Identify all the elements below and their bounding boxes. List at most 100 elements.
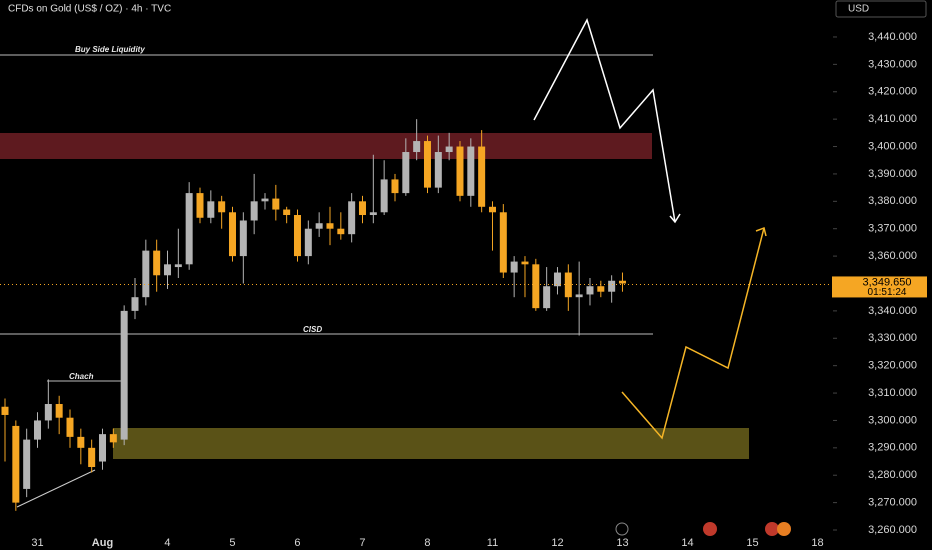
x-tick-label: 18	[811, 537, 823, 549]
candle-body	[380, 179, 388, 213]
candle-body	[326, 223, 334, 229]
candle-body	[608, 280, 616, 292]
candle-body	[1, 406, 9, 415]
x-tick-label: 31	[31, 537, 43, 549]
x-tick-label: 13	[616, 537, 628, 549]
candle-body	[196, 193, 204, 218]
x-tick-label: 7	[359, 537, 365, 549]
y-tick-label: 3,340.000	[868, 305, 917, 317]
y-tick-label: 3,330.000	[868, 332, 917, 344]
candle-body	[109, 434, 117, 443]
x-tick-label: Aug	[92, 537, 113, 549]
candles	[1, 119, 626, 511]
candle-body	[456, 146, 464, 196]
y-tick-label: 3,290.000	[868, 442, 917, 454]
candle-body	[142, 250, 150, 298]
candle-body	[174, 264, 182, 268]
candle-body	[304, 228, 312, 257]
arrow-head	[669, 213, 681, 224]
candle-body	[337, 228, 345, 235]
candle-body	[293, 215, 301, 257]
candle-body	[66, 417, 74, 437]
price-label-box	[832, 276, 927, 298]
demand-zone	[113, 428, 749, 459]
event-icon[interactable]	[777, 522, 791, 536]
candle-body	[553, 272, 561, 287]
candle-body	[445, 146, 453, 153]
supply-zone	[0, 133, 652, 159]
x-tick-label: 14	[681, 537, 693, 549]
y-tick-label: 3,360.000	[868, 250, 917, 262]
candle-body	[131, 297, 139, 311]
candle-body	[77, 436, 85, 448]
annotation: CISD	[303, 325, 322, 334]
candle-body	[33, 420, 41, 440]
candle-body	[358, 201, 366, 216]
x-tick-label: 6	[294, 537, 300, 549]
y-tick-label: 3,320.000	[868, 360, 917, 372]
candle-body	[423, 141, 431, 188]
candle-body	[153, 250, 161, 276]
candle-body	[23, 439, 31, 489]
y-tick-label: 3,260.000	[868, 524, 917, 536]
y-tick-label: 3,410.000	[868, 113, 917, 125]
candle-body	[499, 212, 507, 273]
countdown: 01:51:24	[868, 287, 907, 298]
candle-body	[163, 264, 171, 276]
y-tick-label: 3,390.000	[868, 168, 917, 180]
candle-body	[185, 193, 193, 265]
x-tick-label: 5	[229, 537, 235, 549]
currency-box[interactable]	[835, 0, 927, 18]
candle-body	[250, 201, 258, 221]
x-tick-label: 8	[424, 537, 430, 549]
y-tick-label: 3,300.000	[868, 414, 917, 426]
candle-body	[261, 198, 269, 202]
candle-body	[120, 310, 128, 440]
y-tick-label: 3,310.000	[868, 387, 917, 399]
x-tick-label: 12	[551, 537, 563, 549]
candle-body	[218, 201, 226, 213]
y-tick-label: 3,420.000	[868, 86, 917, 98]
candle-body	[434, 152, 442, 188]
candle-body	[413, 141, 421, 153]
candle-body	[272, 198, 280, 210]
y-tick-label: 3,440.000	[868, 31, 917, 43]
y-tick-label: 3,370.000	[868, 223, 917, 235]
candle-body	[44, 404, 52, 421]
y-tick-label: 3,270.000	[868, 497, 917, 509]
candle-body	[283, 209, 291, 216]
candle-body	[510, 261, 518, 273]
projection-white	[533, 18, 676, 223]
x-tick-label: 4	[164, 537, 170, 549]
candle-body	[348, 201, 356, 235]
event-icon[interactable]	[703, 522, 717, 536]
y-tick-label: 3,400.000	[868, 140, 917, 152]
candle-body	[543, 286, 551, 309]
candle-body	[586, 286, 594, 295]
annotation: Chach	[69, 372, 94, 381]
chart-title: CFDs on Gold (US$ / OZ) · 4h · TVC	[8, 4, 171, 15]
candle-body	[521, 261, 529, 265]
candle-body	[478, 146, 486, 207]
arrow-head	[755, 227, 767, 237]
icon[interactable]	[615, 522, 629, 536]
price-label: 3,349.650	[863, 276, 912, 288]
event-icon[interactable]	[765, 522, 779, 536]
candle-body	[239, 220, 247, 257]
y-tick-label: 3,280.000	[868, 469, 917, 481]
projection-orange	[621, 227, 765, 440]
candle-body	[55, 404, 63, 418]
candle-body	[532, 264, 540, 309]
candle-body	[467, 146, 475, 196]
candle-body	[228, 212, 236, 257]
annotation: Buy Side Liquidity	[75, 45, 145, 54]
x-tick-label: 15	[746, 537, 758, 549]
currency[interactable]: USD	[848, 4, 869, 15]
candle-body	[207, 201, 215, 218]
candle-body	[315, 223, 323, 229]
candle-body	[402, 152, 410, 194]
candle-body	[12, 425, 20, 503]
